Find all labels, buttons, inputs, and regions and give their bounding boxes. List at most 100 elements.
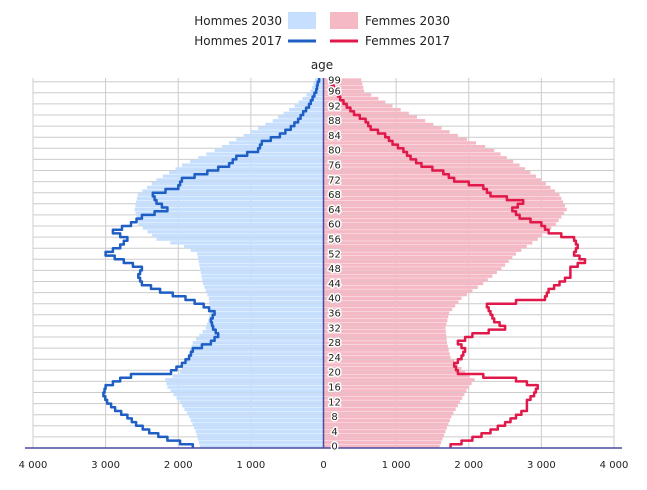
bar-hommes-2030 bbox=[142, 189, 324, 193]
bar-hommes-2030 bbox=[136, 200, 324, 204]
bar-femmes-2030 bbox=[323, 296, 462, 300]
bar-hommes-2030 bbox=[165, 378, 324, 382]
bar-hommes-2030 bbox=[206, 152, 324, 156]
bar-femmes-2030 bbox=[323, 233, 543, 238]
bar-femmes-2030 bbox=[323, 270, 497, 275]
bar-hommes-2030 bbox=[201, 274, 324, 278]
bar-femmes-2030 bbox=[323, 396, 463, 400]
age-tick-halo: 72 bbox=[328, 175, 341, 186]
bar-hommes-2030 bbox=[199, 263, 324, 267]
legend-item-hommes-2030[interactable]: Hommes 2030 bbox=[194, 12, 316, 29]
bar-femmes-2030 bbox=[323, 374, 470, 378]
bar-hommes-2030 bbox=[188, 352, 324, 356]
bar-hommes-2030 bbox=[197, 252, 324, 256]
age-tick-label: 92 bbox=[328, 101, 341, 112]
age-tick-halo: 24 bbox=[328, 353, 341, 364]
age-tick-label: 72 bbox=[328, 175, 341, 186]
bar-femmes-2030 bbox=[323, 111, 409, 115]
x-tick-label: 4 000 bbox=[19, 460, 48, 471]
legend-item-hommes-2017[interactable]: Hommes 2017 bbox=[194, 34, 316, 48]
bar-femmes-2030 bbox=[323, 322, 447, 326]
bar-femmes-2030 bbox=[323, 145, 486, 149]
bar-femmes-2030 bbox=[323, 89, 365, 93]
bar-hommes-2030 bbox=[214, 148, 324, 152]
bar-femmes-2030 bbox=[323, 219, 559, 223]
bar-hommes-2030 bbox=[192, 341, 324, 345]
bar-hommes-2030 bbox=[191, 344, 324, 349]
bar-femmes-2030 bbox=[323, 326, 446, 330]
bar-femmes-2030 bbox=[323, 119, 426, 123]
x-tick-label: 2 000 bbox=[454, 460, 483, 471]
bar-hommes-2030 bbox=[183, 363, 324, 367]
bar-hommes-2030 bbox=[190, 248, 324, 252]
bar-hommes-2030 bbox=[236, 137, 324, 141]
bar-femmes-2030 bbox=[323, 278, 488, 282]
bar-hommes-2030 bbox=[194, 426, 324, 430]
bar-femmes-2030 bbox=[323, 367, 462, 371]
age-tick-halo: 84 bbox=[328, 131, 341, 142]
bar-femmes-2030 bbox=[323, 211, 565, 215]
age-tick-label: 16 bbox=[328, 382, 341, 393]
bar-femmes-2030 bbox=[323, 404, 458, 408]
x-tick-label: 1 000 bbox=[237, 460, 266, 471]
x-tick-label: 3 000 bbox=[91, 460, 120, 471]
bar-femmes-2030 bbox=[323, 193, 560, 197]
bar-femmes-2030 bbox=[323, 159, 514, 164]
bar-femmes-2030 bbox=[323, 281, 484, 286]
age-tick-label: 40 bbox=[328, 294, 341, 305]
bar-femmes-2030 bbox=[323, 293, 467, 297]
legend-label: Hommes 2030 bbox=[194, 14, 282, 28]
bar-hommes-2030 bbox=[190, 418, 324, 423]
age-tick-label: 80 bbox=[328, 146, 341, 157]
bar-femmes-2030 bbox=[323, 137, 467, 141]
age-tick-halo: 68 bbox=[328, 190, 341, 201]
age-tick-halo: 40 bbox=[328, 294, 341, 305]
bar-hommes-2030 bbox=[196, 433, 324, 437]
bar-femmes-2030 bbox=[323, 285, 478, 289]
bar-hommes-2030 bbox=[205, 326, 324, 330]
age-tick-halo: 12 bbox=[328, 397, 341, 408]
bar-hommes-2030 bbox=[187, 355, 324, 360]
bar-femmes-2030 bbox=[323, 311, 450, 315]
bar-femmes-2030 bbox=[323, 93, 372, 97]
age-tick-label: 36 bbox=[328, 308, 341, 319]
bar-femmes-2030 bbox=[323, 152, 501, 156]
bar-hommes-2030 bbox=[209, 304, 324, 308]
bar-femmes-2030 bbox=[323, 259, 509, 263]
axes: 4 000 3 000 2 000 1 000 0 1 000 2 000 3 000 4 00… bbox=[19, 74, 629, 471]
bar-hommes-2030 bbox=[209, 315, 324, 319]
bar-hommes-2030 bbox=[182, 404, 324, 408]
legend[interactable]: Hommes 2030 Femmes 2030 Hommes 2017 Femmes … bbox=[194, 12, 450, 48]
bar-femmes-2030 bbox=[323, 378, 475, 382]
age-tick-label: 68 bbox=[328, 190, 341, 201]
age-tick-label: 52 bbox=[328, 249, 341, 260]
lines-2017 bbox=[102, 78, 587, 448]
bar-femmes-2030 bbox=[323, 189, 555, 193]
legend-item-femmes-2030[interactable]: Femmes 2030 bbox=[330, 12, 450, 29]
bar-hommes-2030 bbox=[170, 241, 324, 245]
legend-item-femmes-2017[interactable]: Femmes 2017 bbox=[330, 34, 450, 48]
bar-femmes-2030 bbox=[323, 178, 542, 182]
age-tick-label: 99 bbox=[328, 75, 341, 86]
bar-hommes-2030 bbox=[200, 444, 324, 448]
age-tick-label: 0 bbox=[331, 442, 337, 453]
bar-hommes-2030 bbox=[200, 267, 324, 271]
bar-hommes-2030 bbox=[147, 230, 324, 234]
age-tick-halo: 52 bbox=[328, 249, 341, 260]
bar-femmes-2030 bbox=[323, 104, 393, 108]
age-tick-halo: 64 bbox=[328, 205, 341, 216]
bar-femmes-2030 bbox=[323, 359, 455, 363]
age-tick-halo: 20 bbox=[328, 368, 341, 379]
bar-femmes-2030 bbox=[323, 422, 449, 426]
bar-hommes-2030 bbox=[137, 219, 324, 223]
age-tick-halo: 80 bbox=[328, 146, 341, 157]
age-tick-halo: 36 bbox=[328, 308, 341, 319]
bar-femmes-2030 bbox=[323, 241, 533, 245]
bar-femmes-2030 bbox=[323, 355, 451, 360]
bar-hommes-2030 bbox=[147, 185, 324, 189]
bar-hommes-2030 bbox=[202, 278, 324, 282]
bar-hommes-2030 bbox=[184, 407, 324, 411]
bar-femmes-2030 bbox=[323, 433, 445, 437]
bar-hommes-2030 bbox=[186, 411, 324, 415]
